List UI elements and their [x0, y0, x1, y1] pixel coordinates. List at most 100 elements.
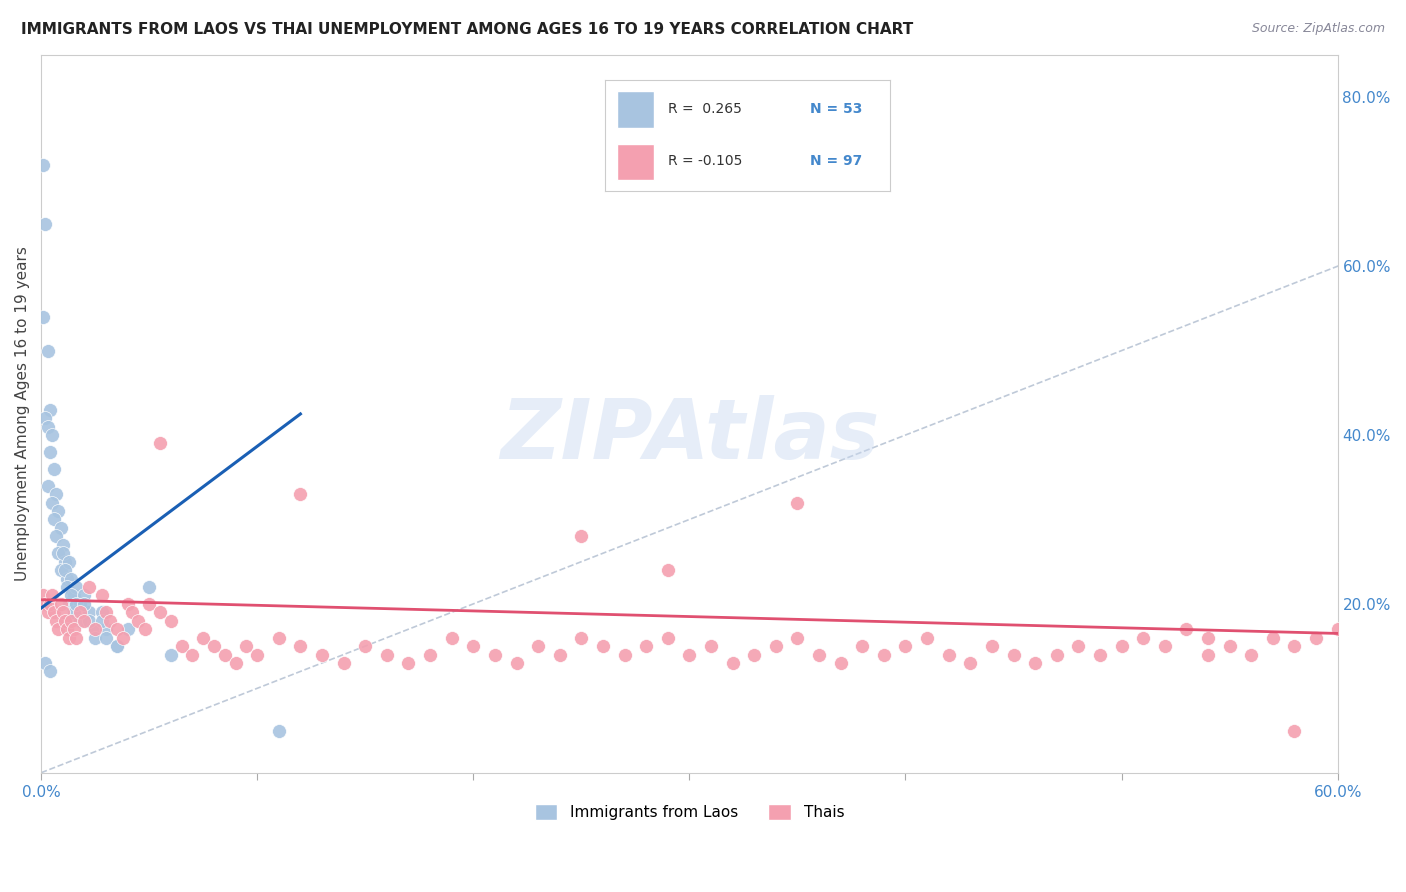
Point — [105, 639, 128, 653]
Point — [235, 639, 257, 653]
Point — [375, 648, 398, 662]
Point — [657, 563, 679, 577]
Point — [38, 402, 60, 417]
Point — [1024, 656, 1046, 670]
Point — [77, 580, 100, 594]
Point — [159, 614, 181, 628]
Point — [49, 521, 72, 535]
Point — [267, 631, 290, 645]
Point — [267, 723, 290, 738]
Point — [77, 614, 100, 628]
Point — [90, 614, 112, 628]
Point — [138, 597, 160, 611]
Point — [34, 217, 56, 231]
Point — [84, 622, 107, 636]
Point — [1219, 639, 1241, 653]
Point — [73, 614, 96, 628]
Point — [636, 639, 658, 653]
Point — [53, 563, 76, 577]
Point — [34, 656, 56, 670]
Point — [742, 648, 765, 662]
Point — [1175, 622, 1198, 636]
Point — [1240, 648, 1263, 662]
Point — [548, 648, 571, 662]
Point — [569, 529, 592, 543]
Point — [90, 605, 112, 619]
Point — [419, 648, 441, 662]
Point — [48, 622, 70, 636]
Point — [53, 555, 76, 569]
Point — [851, 639, 873, 653]
Point — [60, 589, 83, 603]
Point — [657, 631, 679, 645]
Point — [42, 605, 65, 619]
Point — [149, 605, 172, 619]
Point — [1284, 639, 1306, 653]
Point — [84, 631, 107, 645]
Text: IMMIGRANTS FROM LAOS VS THAI UNEMPLOYMENT AMONG AGES 16 TO 19 YEARS CORRELATION : IMMIGRANTS FROM LAOS VS THAI UNEMPLOYMEN… — [21, 22, 914, 37]
Point — [42, 462, 65, 476]
Point — [1088, 648, 1111, 662]
Point — [980, 639, 1002, 653]
Point — [808, 648, 831, 662]
Point — [398, 656, 420, 670]
Point — [959, 656, 981, 670]
Point — [1284, 723, 1306, 738]
Y-axis label: Unemployment Among Ages 16 to 19 years: Unemployment Among Ages 16 to 19 years — [15, 246, 30, 582]
Point — [786, 631, 808, 645]
Point — [65, 597, 87, 611]
Point — [117, 622, 139, 636]
Point — [721, 656, 744, 670]
Point — [1197, 631, 1219, 645]
Point — [1067, 639, 1090, 653]
Point — [56, 580, 79, 594]
Point — [873, 648, 896, 662]
Point — [1153, 639, 1175, 653]
Point — [65, 580, 87, 594]
Point — [49, 563, 72, 577]
Point — [65, 631, 87, 645]
Point — [32, 310, 55, 324]
Point — [159, 648, 181, 662]
Point — [52, 605, 75, 619]
Point — [1261, 631, 1284, 645]
Point — [105, 622, 128, 636]
Point — [1002, 648, 1025, 662]
Point — [193, 631, 215, 645]
Point — [73, 597, 96, 611]
Text: Source: ZipAtlas.com: Source: ZipAtlas.com — [1251, 22, 1385, 36]
Point — [37, 343, 59, 358]
Point — [56, 622, 79, 636]
Point — [1197, 648, 1219, 662]
Point — [58, 597, 80, 611]
Point — [42, 512, 65, 526]
Point — [32, 589, 55, 603]
Point — [786, 495, 808, 509]
Point — [678, 648, 700, 662]
Point — [214, 648, 236, 662]
Point — [112, 631, 135, 645]
Point — [830, 656, 852, 670]
Point — [225, 656, 247, 670]
Point — [38, 445, 60, 459]
Point — [69, 605, 91, 619]
Legend: Immigrants from Laos, Thais: Immigrants from Laos, Thais — [529, 797, 851, 826]
Point — [52, 538, 75, 552]
Point — [1046, 648, 1069, 662]
Point — [1326, 622, 1348, 636]
Point — [62, 622, 84, 636]
Point — [117, 597, 139, 611]
Point — [170, 639, 193, 653]
Point — [569, 631, 592, 645]
Point — [41, 495, 63, 509]
Point — [60, 614, 83, 628]
Point — [37, 479, 59, 493]
Point — [48, 504, 70, 518]
Point — [56, 572, 79, 586]
Point — [45, 529, 67, 543]
Point — [127, 614, 149, 628]
Point — [60, 572, 83, 586]
Point — [77, 605, 100, 619]
Point — [38, 597, 60, 611]
Point — [149, 436, 172, 450]
